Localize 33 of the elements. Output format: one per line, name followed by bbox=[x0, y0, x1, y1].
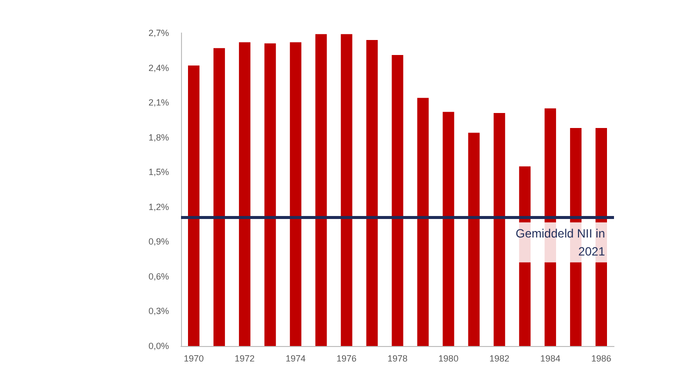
y-tick-label: 2,1% bbox=[148, 98, 169, 108]
bar bbox=[264, 43, 276, 346]
bar bbox=[290, 42, 302, 346]
y-tick-label: 2,4% bbox=[148, 62, 169, 73]
bar bbox=[392, 55, 404, 346]
bar bbox=[188, 65, 200, 346]
y-tick-label: 2,7% bbox=[148, 28, 169, 38]
y-tick-label: 0,3% bbox=[148, 306, 169, 316]
bar bbox=[442, 112, 454, 346]
x-tick-label: 1984 bbox=[540, 354, 560, 364]
y-tick-label: 1,5% bbox=[148, 167, 169, 178]
ref-line-label: Gemiddeld NII in 2021 bbox=[516, 226, 606, 258]
x-tick-label: 1982 bbox=[489, 354, 510, 364]
bar bbox=[417, 98, 429, 346]
y-tick-label: 1,2% bbox=[148, 202, 169, 212]
bar bbox=[213, 48, 225, 346]
x-tick-label: 1974 bbox=[286, 354, 306, 364]
x-tick-label: 1980 bbox=[438, 354, 458, 364]
y-tick-label: 0,0% bbox=[148, 341, 169, 351]
x-tick-label: 1970 bbox=[184, 354, 204, 364]
bar bbox=[315, 34, 327, 346]
bar bbox=[366, 40, 378, 346]
y-tick-label: 0,6% bbox=[148, 271, 169, 282]
x-tick-label: 1976 bbox=[336, 354, 357, 364]
y-tick-label: 1,8% bbox=[148, 132, 169, 142]
x-tick-label: 1986 bbox=[591, 354, 612, 364]
bar bbox=[494, 112, 506, 346]
x-tick-label: 1978 bbox=[387, 354, 408, 364]
bar bbox=[468, 132, 480, 346]
bar bbox=[340, 34, 352, 346]
bar bbox=[238, 42, 250, 346]
y-tick-label: 0,9% bbox=[148, 236, 169, 247]
x-tick-label: 1972 bbox=[234, 354, 255, 364]
